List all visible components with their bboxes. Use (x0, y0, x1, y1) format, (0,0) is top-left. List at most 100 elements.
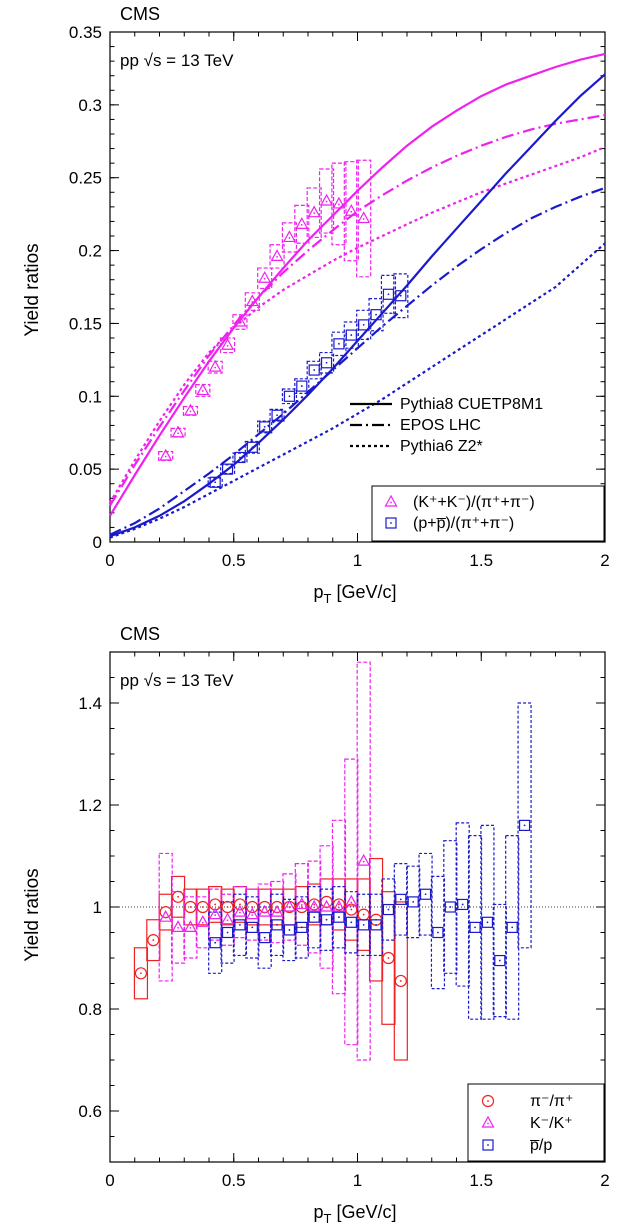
x-tick-label: 2 (600, 551, 609, 570)
error-box (356, 893, 371, 957)
error-box (381, 878, 396, 941)
y-axis-title-top: Yield ratios (22, 243, 43, 336)
data-point (183, 403, 197, 416)
data-point-dot (189, 927, 192, 929)
data-point-dot (164, 916, 167, 919)
error-box (257, 267, 273, 290)
data-point-dot (276, 256, 278, 258)
data-point (382, 288, 395, 300)
data-point-dot (424, 893, 427, 896)
error-box (393, 863, 408, 936)
data-point (333, 911, 345, 923)
data-point (270, 249, 284, 261)
error-box (343, 321, 359, 349)
data-point-dot (362, 860, 365, 863)
data-point (295, 897, 309, 910)
data-point-dot (189, 410, 192, 413)
model-curve (109, 242, 606, 539)
model-curve (109, 146, 606, 504)
data-point (246, 900, 259, 914)
data-point (308, 364, 320, 376)
error-box (219, 337, 236, 354)
data-point (134, 967, 148, 980)
data-point (295, 217, 309, 229)
data-point (221, 338, 235, 350)
data-point (221, 912, 235, 925)
data-point-dot (214, 481, 217, 484)
y-tick-label: 1.4 (78, 694, 102, 713)
error-box (183, 896, 198, 959)
data-point (221, 900, 234, 914)
data-point-dot (325, 361, 328, 364)
error-box (146, 919, 161, 962)
data-point-dot (325, 906, 328, 909)
data-point (245, 907, 259, 920)
data-point (370, 309, 382, 321)
x-tick-label: 1 (353, 1171, 362, 1190)
data-point (320, 899, 334, 912)
data-point (246, 441, 258, 453)
data-point (159, 448, 173, 461)
error-box (306, 360, 322, 380)
data-point (171, 920, 185, 933)
x-tick-label: 0.5 (222, 551, 246, 570)
data-point (234, 451, 246, 464)
data-point (271, 919, 283, 931)
collision-annotation-bottom: pp √s = 13 TeV (120, 671, 234, 690)
data-point (345, 903, 358, 916)
data-point (282, 899, 296, 912)
data-point-dot (313, 903, 316, 906)
data-point-dot (387, 293, 390, 296)
data-point (258, 271, 272, 283)
legend-model-label: Pythia8 CUETP8M1 (400, 396, 543, 413)
plot-area-bottom: 0 0.5 1 1.5 2 0.6 0.8 1 1.2 1.4 π⁻/π⁺ K⁻/K⁺ p̅/p (78, 651, 610, 1190)
error-box (368, 298, 384, 332)
data-point (494, 954, 506, 967)
data-point-dot (177, 432, 179, 435)
error-box (282, 873, 297, 941)
y-tick-label: 0.3 (78, 96, 102, 115)
data-point (221, 463, 234, 475)
data-point-dot (338, 906, 340, 909)
error-box (232, 452, 248, 463)
data-point-dot (387, 908, 390, 911)
model-curve (109, 73, 606, 538)
data-point-dot (461, 903, 464, 906)
data-point-dot (263, 936, 266, 939)
data-point (258, 904, 272, 917)
error-box (269, 893, 285, 957)
error-box (356, 661, 371, 1061)
data-point-dot (399, 980, 402, 982)
x-axis-title-bottom: pT [GeV/c] (314, 1202, 397, 1226)
error-box (406, 865, 421, 939)
data-point (209, 898, 222, 911)
data-point (196, 900, 209, 914)
legend-marker-dot (390, 501, 392, 504)
data-point-dot (399, 898, 402, 901)
data-point (282, 230, 296, 243)
y-tick-label: 0.35 (69, 23, 102, 42)
y-tick-label: 1 (93, 898, 102, 917)
data-point (233, 314, 247, 327)
data-point (307, 899, 321, 912)
data-point (395, 893, 407, 905)
data-point-dot (201, 921, 204, 924)
model-curve (109, 186, 606, 536)
data-point-dot (486, 921, 489, 924)
data-point-dot (412, 901, 415, 903)
data-point-dot (387, 957, 390, 959)
error-box (430, 875, 446, 990)
error-box (219, 464, 236, 475)
cms-label-top: CMS (120, 4, 160, 24)
error-box (170, 427, 186, 438)
data-point-dot (152, 939, 155, 942)
data-point-dot (214, 914, 217, 917)
data-point (183, 920, 197, 933)
data-point (208, 359, 222, 372)
data-point (246, 921, 258, 934)
data-point-dot (300, 904, 303, 906)
data-point (296, 380, 308, 392)
data-point-dot (177, 927, 179, 929)
data-point (345, 916, 357, 928)
x-tick-label: 2 (600, 1171, 609, 1190)
